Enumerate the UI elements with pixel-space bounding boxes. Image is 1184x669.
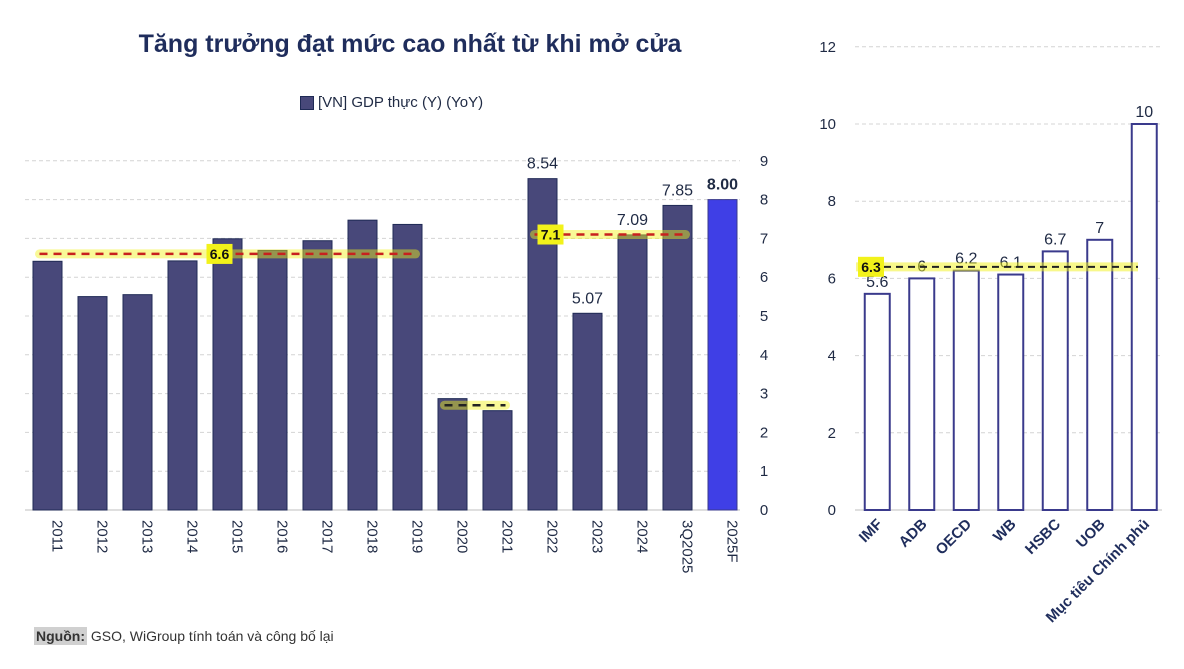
- average-label-bg: [537, 224, 564, 245]
- source-label: Nguồn:: [34, 627, 87, 645]
- y-tick-label: 9: [760, 153, 768, 170]
- x-tick-label: IMF: [856, 516, 886, 546]
- y-tick-label: 4: [760, 347, 768, 364]
- bar: [1130, 123, 1158, 511]
- y-tick-label: 2: [760, 424, 768, 441]
- bar: [617, 234, 648, 511]
- x-tick-label: ADB: [896, 516, 931, 551]
- average-label-bg: [858, 256, 884, 277]
- y-tick-label: 10: [819, 116, 836, 133]
- bar: [32, 260, 63, 511]
- legend-swatch: [300, 95, 314, 110]
- x-tick-label: 2025F: [724, 520, 741, 563]
- x-tick-label: HSBC: [1022, 516, 1064, 558]
- x-tick-label: 2020: [454, 520, 471, 553]
- data-label: 5.6: [866, 274, 888, 291]
- bar: [437, 398, 468, 511]
- bar: [122, 294, 153, 511]
- bar: [347, 219, 378, 511]
- x-tick-label: 2013: [139, 520, 156, 553]
- bar: [257, 249, 288, 511]
- y-tick-label: 8: [828, 193, 836, 210]
- data-label: 6.7: [1044, 231, 1066, 248]
- bar: [392, 223, 423, 511]
- bar: [863, 292, 891, 511]
- x-tick-label: 2012: [94, 520, 111, 553]
- y-tick-label: 0: [760, 502, 768, 519]
- y-tick-label: 12: [819, 39, 836, 56]
- x-tick-label: 2021: [499, 520, 516, 553]
- data-label: 10: [1135, 104, 1153, 121]
- y-tick-label: 5: [760, 308, 768, 325]
- x-tick-label: OECD: [932, 516, 975, 559]
- data-label: 7: [1095, 220, 1104, 237]
- bar: [707, 199, 738, 511]
- bar: [908, 277, 936, 511]
- x-tick-label: WB: [990, 516, 1020, 546]
- data-label: 7.09: [617, 212, 648, 229]
- y-tick-label: 2: [828, 425, 836, 442]
- x-tick-label: 2014: [184, 520, 201, 553]
- source-text: GSO, WiGroup tính toán và công bố lại: [90, 628, 334, 644]
- gdp-growth-chart: 0 1 2 3 4 5 6 7 8 9 2011 2012 2013 2014 2015 2016 2017 20…: [25, 153, 768, 573]
- y-tick-label: 7: [760, 230, 768, 247]
- chart-title: Tăng trưởng đạt mức cao nhất từ khi mở c…: [138, 30, 682, 58]
- bar: [302, 240, 333, 511]
- x-tick-label: 2017: [319, 520, 336, 553]
- x-tick-label: 2024: [634, 520, 651, 553]
- y-tick-label: 6: [760, 269, 768, 286]
- bar: [1086, 238, 1114, 512]
- x-tick-label: 2015: [229, 520, 246, 553]
- x-tick-label: 2018: [364, 520, 381, 553]
- y-tick-label: 4: [828, 348, 836, 365]
- x-tick-label: 2022: [544, 520, 561, 553]
- bar: [1041, 250, 1069, 511]
- bar: [167, 260, 198, 511]
- data-label: 5.07: [572, 290, 603, 307]
- y-tick-label: 1: [760, 463, 768, 480]
- bar: [997, 273, 1025, 512]
- bar: [212, 238, 243, 511]
- y-tick-label: 3: [760, 386, 768, 403]
- y-tick-label: 6: [828, 270, 836, 287]
- average-label: 7.1: [541, 227, 561, 243]
- bar: [77, 296, 108, 511]
- bar: [572, 312, 603, 511]
- source-note: Nguồn: GSO, WiGroup tính toán và công bố…: [34, 627, 334, 645]
- data-label: 7.85: [662, 182, 693, 199]
- average-label: 6.6: [210, 246, 230, 262]
- x-tick-label: 2019: [409, 520, 426, 553]
- y-tick-label: 0: [828, 502, 836, 519]
- bar: [662, 204, 693, 511]
- x-tick-label: UOB: [1073, 516, 1109, 552]
- x-tick-label: 3Q2025: [679, 520, 696, 573]
- bar: [482, 410, 513, 511]
- data-label: 8.54: [527, 156, 558, 173]
- y-tick-label: 8: [760, 192, 768, 209]
- x-tick-label: 2011: [49, 520, 66, 552]
- legend-label: [VN] GDP thực (Y) (YoY): [318, 94, 484, 111]
- x-tick-label: 2023: [589, 520, 606, 553]
- bar: [952, 269, 980, 511]
- forecast-chart: 0246810125.6IMF6ADB6.2OECD6.1WB6.7HSBC7U…: [819, 39, 1162, 626]
- legend: [VN] GDP thực (Y) (YoY): [300, 94, 483, 111]
- x-tick-label: 2016: [274, 520, 291, 553]
- average-label: 6.3: [861, 259, 881, 275]
- data-label: 8.00: [707, 177, 738, 194]
- average-label-bg: [206, 243, 233, 264]
